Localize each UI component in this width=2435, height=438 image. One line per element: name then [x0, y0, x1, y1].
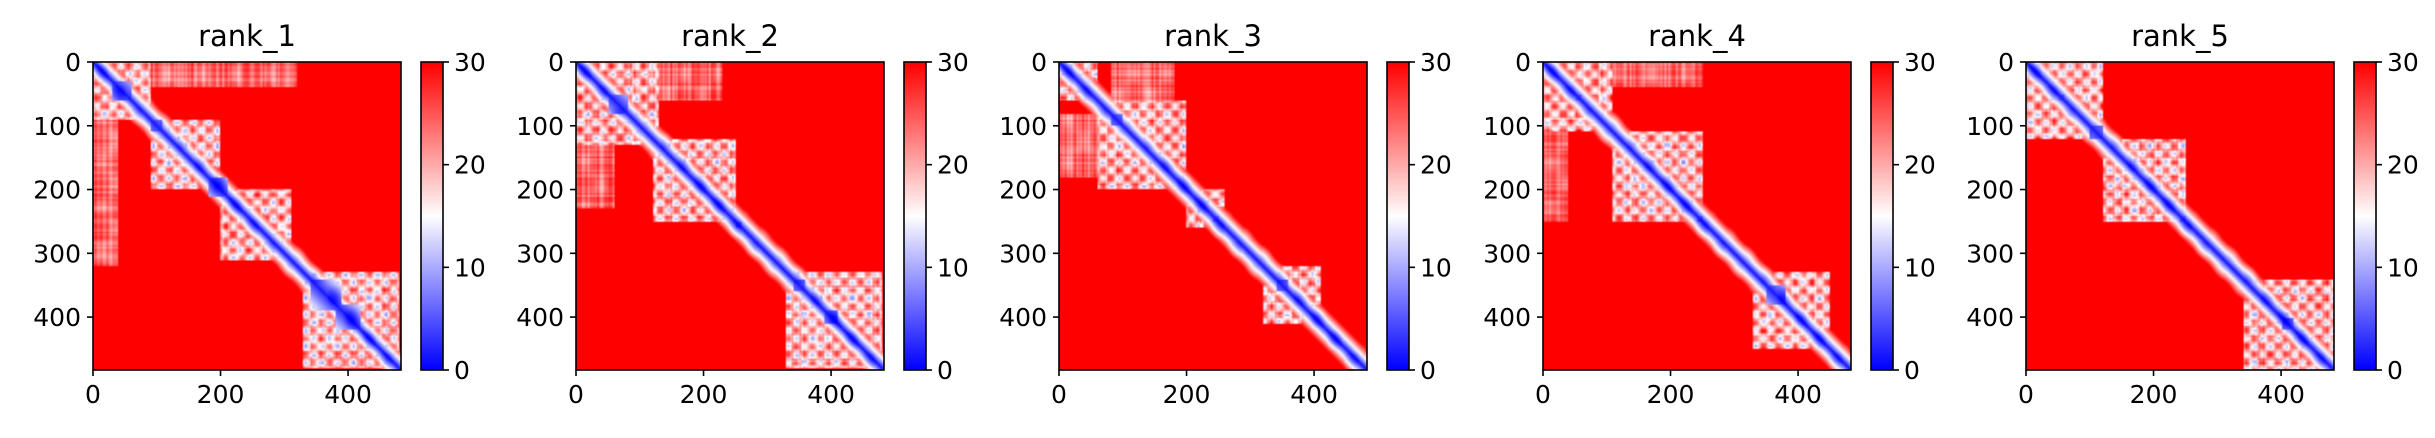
x-tick-label: 400 — [1774, 380, 1822, 409]
colorbar — [904, 62, 926, 370]
y-tick-label: 200 — [516, 176, 564, 205]
colorbar-tick-label: 0 — [937, 356, 953, 385]
colorbar-frame — [903, 61, 927, 371]
colorbar-tick-label: 10 — [1904, 253, 1936, 282]
colorbar-frame — [420, 61, 444, 371]
heatmap-image — [2026, 62, 2334, 370]
colorbar — [1871, 62, 1893, 370]
colorbar-tick-label: 0 — [1904, 356, 1920, 385]
panel-title: rank_5 — [2131, 19, 2229, 53]
heatmap-image — [1059, 62, 1367, 370]
y-tick-label: 0 — [1031, 48, 1047, 77]
x-tick-label: 200 — [1647, 380, 1695, 409]
x-tick-label: 0 — [1051, 380, 1067, 409]
colorbar-tick-label: 0 — [2387, 356, 2403, 385]
heatmap-image — [93, 62, 401, 370]
x-tick-label: 400 — [2257, 380, 2305, 409]
x-tick-label: 200 — [680, 380, 728, 409]
panel-2: rank_2 0 200 400 0 100 200 300 400 0 10 20 30 — [516, 19, 969, 409]
y-tick-label: 200 — [33, 176, 81, 205]
x-tick-label: 400 — [324, 380, 372, 409]
panel-4: rank_4 0 200 400 0 100 200 300 400 0 10 20 30 — [1483, 19, 1936, 409]
y-tick-label: 300 — [1966, 239, 2014, 268]
x-tick-label: 0 — [85, 380, 101, 409]
colorbar-frame — [1386, 61, 1410, 371]
y-tick-label: 200 — [1483, 176, 1531, 205]
panel-5: rank_5 0 200 400 0 100 200 300 400 0 10 20 30 — [1966, 19, 2419, 409]
colorbar-frame — [2353, 61, 2377, 371]
panel-title: rank_4 — [1648, 19, 1746, 53]
heatmap-frame — [1542, 61, 1852, 371]
y-tick-label: 400 — [1483, 303, 1531, 332]
colorbar-tick-label: 30 — [454, 48, 486, 77]
colorbar-tick-label: 20 — [1904, 151, 1936, 180]
x-tick-label: 0 — [2018, 380, 2034, 409]
x-tick-label: 200 — [197, 380, 245, 409]
x-tick-label: 200 — [2130, 380, 2178, 409]
colorbar-tick-label: 30 — [2387, 48, 2419, 77]
heatmap-image — [576, 62, 884, 370]
y-tick-label: 200 — [999, 176, 1047, 205]
y-tick-label: 300 — [516, 239, 564, 268]
y-tick-label: 400 — [1966, 303, 2014, 332]
colorbar-tick-label: 30 — [937, 48, 969, 77]
panel-3: rank_3 0 200 400 0 100 200 300 400 0 10 20 30 — [999, 19, 1452, 409]
y-tick-label: 300 — [33, 239, 81, 268]
heatmap-frame — [575, 61, 885, 371]
y-tick-label: 400 — [33, 303, 81, 332]
y-tick-label: 100 — [33, 112, 81, 141]
x-tick-label: 400 — [807, 380, 855, 409]
heatmap-image — [1543, 62, 1851, 370]
y-tick-label: 0 — [548, 48, 564, 77]
x-tick-label: 200 — [1163, 380, 1211, 409]
y-tick-label: 100 — [1483, 112, 1531, 141]
colorbar-tick-label: 20 — [2387, 151, 2419, 180]
colorbar-tick-label: 10 — [1420, 253, 1452, 282]
y-tick-label: 300 — [999, 239, 1047, 268]
y-tick-label: 200 — [1966, 176, 2014, 205]
colorbar — [2354, 62, 2376, 370]
colorbar — [1387, 62, 1409, 370]
colorbar-tick-label: 30 — [1904, 48, 1936, 77]
y-tick-label: 400 — [999, 303, 1047, 332]
y-tick-label: 0 — [1515, 48, 1531, 77]
y-tick-label: 100 — [516, 112, 564, 141]
colorbar — [421, 62, 443, 370]
y-tick-label: 300 — [1483, 239, 1531, 268]
colorbar-tick-label: 30 — [1420, 48, 1452, 77]
y-tick-label: 100 — [999, 112, 1047, 141]
colorbar-tick-label: 20 — [1420, 151, 1452, 180]
y-tick-label: 400 — [516, 303, 564, 332]
colorbar-tick-label: 10 — [2387, 253, 2419, 282]
panel-title: rank_3 — [1164, 19, 1262, 53]
colorbar-tick-label: 0 — [454, 356, 470, 385]
colorbar-frame — [1870, 61, 1894, 371]
colorbar-tick-label: 0 — [1420, 356, 1436, 385]
heatmap-frame — [2025, 61, 2335, 371]
colorbar-tick-label: 20 — [454, 151, 486, 180]
y-tick-label: 100 — [1966, 112, 2014, 141]
panel-1: rank_1 0 200 400 0 100 200 300 400 0 10 20 30 — [33, 19, 486, 409]
x-tick-label: 0 — [568, 380, 584, 409]
panel-title: rank_2 — [681, 19, 779, 53]
y-tick-label: 0 — [65, 48, 81, 77]
x-tick-label: 0 — [1535, 380, 1551, 409]
heatmap-frame — [92, 61, 402, 371]
panel-title: rank_1 — [198, 19, 296, 53]
y-tick-label: 0 — [1998, 48, 2014, 77]
x-tick-label: 400 — [1290, 380, 1338, 409]
colorbar-tick-label: 10 — [454, 253, 486, 282]
colorbar-tick-label: 20 — [937, 151, 969, 180]
heatmap-frame — [1058, 61, 1368, 371]
colorbar-tick-label: 10 — [937, 253, 969, 282]
